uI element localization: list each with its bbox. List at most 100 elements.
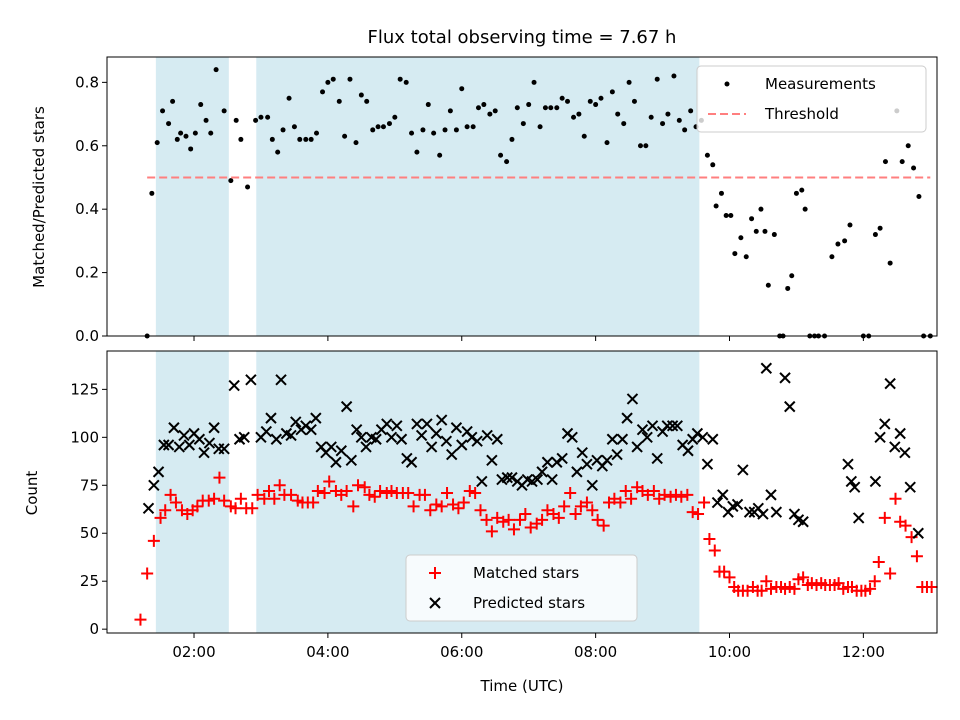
matched-star-point (202, 494, 215, 507)
measurement-point (799, 187, 805, 193)
measurement-point (154, 140, 160, 146)
measurement-point (370, 127, 376, 133)
x-tick-label: 08:00 (574, 643, 617, 661)
observing-interval-band (155, 57, 229, 336)
matched-star-point (208, 492, 221, 505)
measurement-point (437, 152, 443, 158)
measurement-point (905, 143, 911, 149)
predicted-star-point (551, 456, 563, 468)
matched-star-point (574, 500, 587, 513)
y-tick-label: 125 (70, 380, 99, 398)
predicted-star-point (481, 429, 493, 442)
measurement-point (847, 222, 853, 228)
predicted-star-point (245, 374, 257, 386)
predicted-star-point (546, 473, 558, 486)
measurement-point (386, 121, 392, 127)
measurement-point (269, 136, 275, 142)
matched-star-point (614, 496, 627, 509)
measurement-point (531, 79, 537, 85)
measurement-point (723, 213, 729, 219)
measurement-point (414, 149, 420, 155)
matched-star-point (340, 485, 353, 498)
measurement-point (380, 124, 386, 130)
measurement-point (753, 228, 759, 234)
measurement-point (481, 102, 487, 108)
predicted-star-point (874, 431, 886, 444)
predicted-star-point (641, 431, 653, 444)
matched-star-point (463, 485, 476, 498)
predicted-star-point (707, 433, 719, 445)
x-tick-label: 10:00 (708, 643, 751, 661)
predicted-star-point (611, 448, 623, 461)
matched-star-point (159, 504, 172, 517)
measurement-point (431, 130, 437, 136)
predicted-star-point (152, 466, 165, 478)
predicted-star-point (305, 423, 317, 436)
measurement-point (718, 190, 724, 196)
predicted-star-point (636, 423, 649, 436)
predicted-star-point (471, 435, 483, 447)
measurement-point (835, 241, 841, 247)
predicted-star-point (435, 414, 448, 426)
legend-measurements-label: Measurements (765, 75, 876, 93)
predicted-star-point (631, 441, 643, 453)
observing-interval-band (256, 57, 700, 336)
matched-star-point (430, 498, 443, 511)
predicted-star-point (421, 418, 433, 430)
predicted-star-point (158, 439, 170, 451)
predicted-star-point (743, 506, 756, 518)
measurement-point (470, 124, 476, 130)
bottom-panel: 0 25 50 75 100 125 02:00 04:00 06:00 08:00 10:00 1… (23, 350, 938, 695)
predicted-star-point (440, 435, 453, 447)
measurement-point (842, 238, 848, 244)
measurement-point (514, 105, 520, 111)
measurement-point (593, 102, 599, 108)
matched-star-point (580, 496, 593, 509)
matched-star-point (864, 582, 877, 595)
measurement-point (548, 105, 554, 111)
predicted-star-point (784, 400, 796, 413)
predicted-star-point (760, 362, 773, 374)
matched-star-point (718, 565, 731, 578)
measurement-point (671, 73, 677, 79)
predicted-star-point (779, 372, 791, 384)
measurement-point (710, 162, 716, 168)
predicted-star-point (770, 506, 783, 518)
predicted-star-point (193, 433, 206, 445)
predicted-star-point (912, 527, 924, 539)
predicted-star-point (506, 471, 518, 484)
matched-star-point (755, 584, 768, 597)
predicted-star-point (466, 431, 478, 444)
measurement-point (765, 282, 771, 288)
predicted-star-point (765, 489, 777, 501)
predicted-star-point (260, 425, 273, 438)
predicted-star-point (586, 479, 598, 491)
y-tick-label: 0.0 (75, 327, 99, 345)
matched-star-point (273, 479, 286, 492)
measurement-point (330, 76, 336, 82)
matched-star-point (502, 513, 515, 526)
matched-star-point (352, 479, 365, 492)
matched-star-point (878, 511, 891, 524)
bottom-legend: Matched stars Predicted stars (405, 554, 638, 622)
matched-star-point (552, 511, 565, 524)
predicted-star-point (345, 454, 358, 467)
measurement-point (265, 114, 271, 120)
matched-star-point (541, 504, 554, 517)
matched-star-point (402, 486, 415, 499)
predicted-star-point (183, 439, 196, 451)
predicted-star-point (566, 431, 578, 444)
matched-star-point (480, 513, 493, 526)
measurement-point (228, 178, 234, 184)
matched-star-point (262, 485, 275, 498)
bottom-plot-frame (106, 350, 938, 634)
predicted-star-point (536, 466, 548, 478)
measurement-point (704, 152, 710, 158)
predicted-star-point (541, 456, 554, 468)
predicted-star-point (173, 441, 185, 453)
matched-star-point (558, 500, 571, 513)
matched-star-point (307, 496, 320, 509)
bottom-y-axis-label: Count (23, 471, 41, 516)
matched-star-point (524, 521, 537, 534)
matched-star-point (586, 504, 599, 517)
